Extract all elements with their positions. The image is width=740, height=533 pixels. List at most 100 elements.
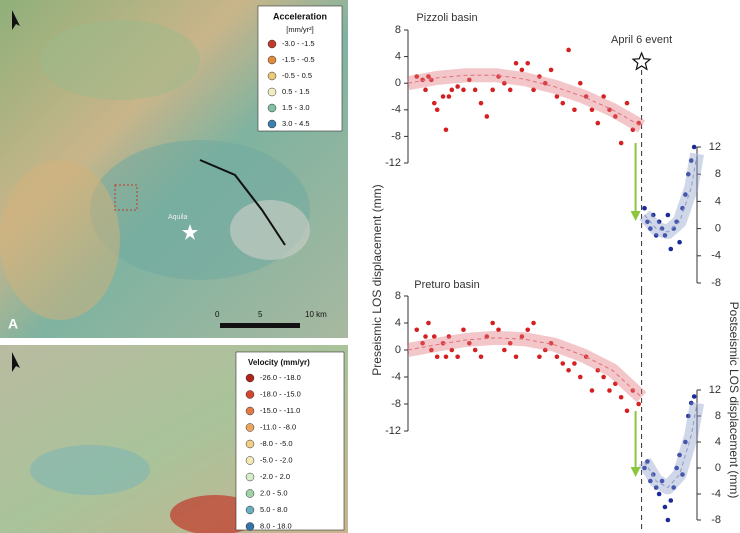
data-point — [665, 517, 671, 523]
y2-tick-label: 8 — [715, 410, 721, 422]
data-point — [662, 504, 668, 510]
data-point — [560, 100, 566, 106]
data-point — [519, 334, 525, 339]
y2-tick-label: 0 — [715, 223, 721, 235]
data-point — [443, 127, 449, 133]
data-point — [572, 107, 577, 113]
data-point — [648, 478, 653, 484]
legend-label: 0.5 - 1.5 — [282, 87, 310, 96]
legend-swatch — [267, 87, 277, 97]
legend-label: -1.5 - -0.5 — [282, 55, 315, 64]
y2-tick-label: -4 — [711, 250, 721, 262]
data-point — [420, 77, 425, 83]
legend-label: 3.0 - 4.5 — [282, 119, 310, 128]
y-tick-label: -8 — [391, 398, 401, 410]
data-point — [688, 400, 694, 406]
legend-swatch — [267, 71, 277, 81]
legend-label: -8.0 - -5.0 — [260, 439, 293, 448]
legend-label: -15.0 - -11.0 — [260, 406, 300, 415]
legend-label: 5.0 - 8.0 — [260, 505, 288, 514]
legend-label: 1.5 - 3.0 — [282, 103, 310, 112]
data-point — [519, 67, 525, 73]
data-point — [613, 381, 618, 387]
legend-swatch — [245, 390, 255, 399]
legend-swatch — [245, 456, 255, 465]
data-point — [431, 100, 437, 106]
legend-swatch — [245, 423, 255, 432]
data-point — [431, 334, 437, 339]
legend-title: Acceleration — [273, 11, 327, 21]
data-point — [472, 347, 478, 353]
legend-label: -11.0 - -8.0 — [260, 422, 296, 431]
data-point — [461, 87, 466, 93]
data-point — [440, 94, 446, 99]
velocity-legend: Velocity (mm/yr) -26.0 - -18.0 -18.0 - -1… — [235, 351, 345, 531]
data-point — [554, 354, 560, 360]
data-point — [490, 320, 495, 326]
data-point — [513, 60, 519, 66]
legend-swatch — [245, 489, 255, 498]
data-point — [478, 100, 484, 106]
data-point — [686, 413, 691, 419]
offset-arrow-head — [630, 211, 641, 221]
data-point — [478, 354, 484, 360]
data-point — [677, 239, 682, 245]
annotation: April 6 event — [611, 34, 672, 46]
data-point — [636, 401, 641, 407]
data-point — [542, 80, 548, 86]
data-point — [531, 87, 536, 93]
data-point — [484, 334, 490, 339]
data-point — [624, 408, 630, 414]
legend-label: -18.0 - -15.0 — [260, 389, 301, 398]
data-point — [537, 354, 542, 360]
chart-title: Preturo basin — [414, 279, 479, 291]
data-point — [583, 94, 589, 99]
data-point — [650, 212, 656, 218]
data-point — [426, 74, 431, 79]
data-point — [507, 87, 513, 93]
y2-tick-label: 4 — [715, 436, 721, 448]
y-tick-label: 4 — [395, 317, 401, 329]
data-point — [496, 327, 501, 333]
data-point — [426, 320, 431, 326]
y-tick-label: 0 — [395, 77, 401, 89]
data-point — [577, 374, 583, 380]
legend-swatch — [245, 505, 255, 515]
data-point — [502, 80, 507, 86]
scale-label: 0 — [215, 310, 220, 319]
panel-label: A — [8, 316, 18, 332]
data-point — [455, 354, 460, 360]
data-point — [668, 246, 674, 252]
data-point — [525, 60, 531, 66]
data-point — [467, 77, 472, 83]
data-point — [531, 320, 536, 326]
data-point — [618, 394, 624, 400]
y2-tick-label: -8 — [711, 277, 721, 289]
data-point — [525, 327, 531, 333]
data-point — [653, 485, 659, 490]
data-point — [577, 80, 583, 86]
data-point — [601, 94, 606, 99]
data-point — [467, 340, 472, 346]
place-label: Aquila — [168, 214, 188, 221]
y2-tick-label: 12 — [709, 384, 721, 396]
data-point — [502, 347, 507, 353]
data-point — [434, 107, 440, 113]
data-point — [691, 144, 697, 150]
y-tick-label: -12 — [385, 157, 401, 169]
data-point — [537, 74, 542, 79]
data-point — [683, 192, 688, 197]
data-point — [443, 354, 449, 360]
legend-title: Velocity (mm/yr) — [248, 358, 310, 367]
legend-swatch — [267, 103, 277, 113]
y-tick-label: 8 — [395, 290, 401, 302]
data-point — [420, 340, 425, 346]
legend-swatch — [245, 472, 255, 482]
data-point — [653, 233, 659, 238]
data-point — [642, 205, 647, 211]
data-point — [656, 219, 662, 225]
data-point — [686, 171, 691, 177]
data-point — [648, 226, 653, 231]
data-point — [423, 334, 428, 339]
data-point — [542, 347, 548, 353]
